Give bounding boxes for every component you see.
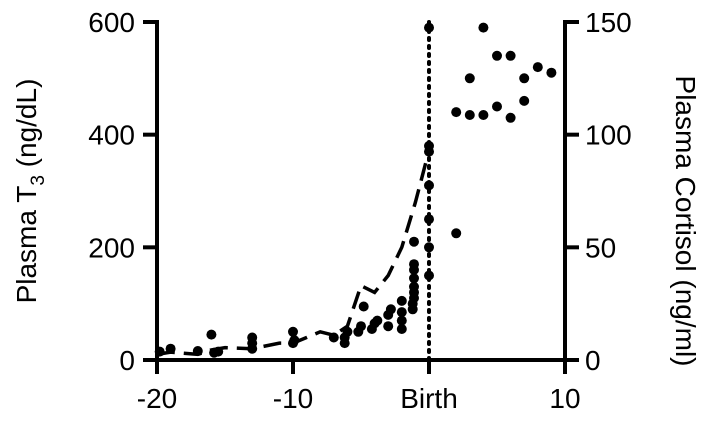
t3-point bbox=[409, 236, 419, 247]
t3-point bbox=[546, 67, 557, 78]
t3-series bbox=[154, 22, 557, 358]
t3-point bbox=[478, 22, 489, 33]
cortisol-series bbox=[156, 149, 431, 357]
right-y-tick-label: 150 bbox=[585, 7, 632, 38]
t3-point bbox=[356, 321, 366, 332]
t3-point bbox=[372, 315, 383, 326]
t3-point bbox=[492, 50, 502, 61]
t3-point bbox=[396, 324, 407, 334]
t3-point bbox=[206, 329, 217, 340]
left-y-tick-label: 400 bbox=[88, 120, 135, 151]
cortisol-dashed-line bbox=[156, 149, 431, 357]
t3-point bbox=[424, 242, 434, 253]
axes bbox=[155, 20, 567, 362]
right-y-tick-label: 0 bbox=[585, 345, 601, 376]
t3-point bbox=[424, 22, 434, 33]
axis-labels: Plasma T3 (ng/dL) Plasma Cortisol (ng/ml) bbox=[11, 76, 701, 367]
t3-point bbox=[409, 259, 419, 270]
x-tick-label: 10 bbox=[549, 383, 580, 414]
t3-point bbox=[464, 73, 475, 84]
t3-point bbox=[192, 346, 203, 356]
t3-point bbox=[396, 307, 407, 318]
t3-point bbox=[154, 346, 165, 357]
t3-point bbox=[451, 107, 462, 118]
x-tick-label: Birth bbox=[400, 383, 458, 414]
t3-point bbox=[358, 301, 369, 312]
t3-point bbox=[424, 140, 434, 151]
t3-point bbox=[396, 295, 407, 306]
t3-point bbox=[396, 315, 407, 326]
t3-point bbox=[328, 332, 339, 343]
t3-point bbox=[289, 335, 300, 346]
left-axis-title: Plasma T3 (ng/dL) bbox=[11, 79, 49, 304]
t3-point bbox=[424, 214, 434, 225]
t3-point bbox=[213, 346, 224, 357]
x-tick-label: -20 bbox=[137, 383, 177, 414]
t3-point bbox=[409, 273, 419, 284]
t3-point bbox=[478, 110, 489, 120]
t3-point bbox=[532, 62, 543, 73]
left-y-tick-label: 600 bbox=[88, 7, 135, 38]
t3-point bbox=[165, 343, 176, 354]
t3-point bbox=[409, 281, 419, 292]
t3-point bbox=[519, 95, 530, 106]
left-y-tick-label: 0 bbox=[119, 345, 135, 376]
t3-point bbox=[424, 270, 434, 281]
right-y-tick-label: 50 bbox=[585, 232, 616, 263]
t3-point bbox=[451, 228, 462, 239]
t3-point bbox=[519, 73, 530, 84]
t3-point bbox=[247, 332, 258, 343]
right-axis-title: Plasma Cortisol (ng/ml) bbox=[670, 76, 701, 367]
ticks: 0 200 400 600 0 50 100 150 -20 -10 Birth 10 bbox=[88, 7, 631, 414]
t3-point bbox=[288, 326, 298, 337]
left-y-tick-label: 200 bbox=[88, 232, 135, 263]
x-tick-label: -10 bbox=[273, 383, 313, 414]
t3-point bbox=[505, 112, 516, 123]
t3-point bbox=[342, 326, 353, 337]
t3-point bbox=[424, 180, 434, 191]
t3-point bbox=[383, 321, 394, 332]
t3-point bbox=[464, 110, 475, 120]
t3-point bbox=[385, 304, 396, 315]
t3-point bbox=[492, 101, 502, 112]
right-y-tick-label: 100 bbox=[585, 120, 632, 151]
t3-point bbox=[505, 50, 516, 61]
